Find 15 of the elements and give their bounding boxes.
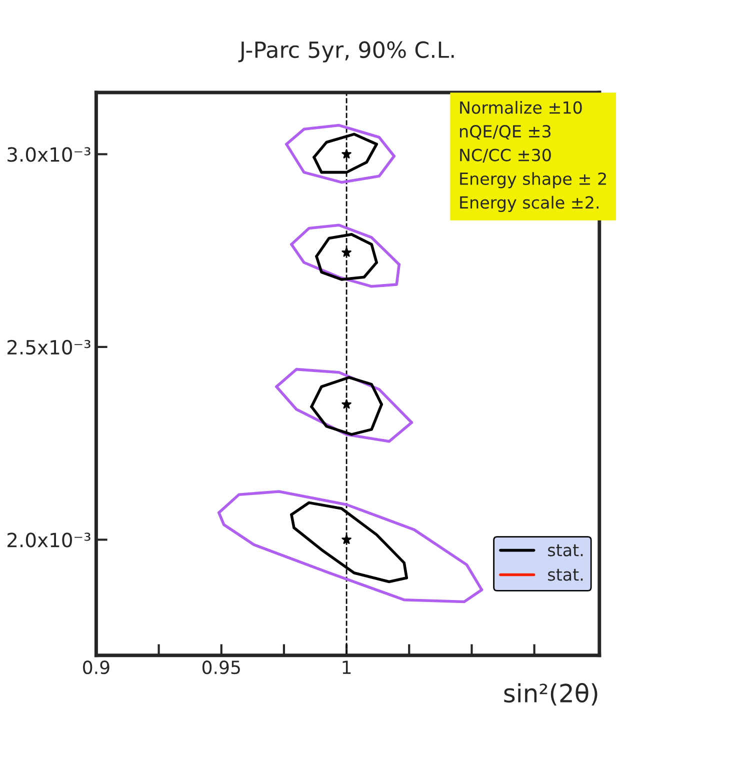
annotation: Energy scale ±2. xyxy=(460,196,598,212)
chart-title: J-Parc 5yr, 90% C.L. xyxy=(238,41,454,62)
annotation: NC/CC ±30 xyxy=(460,148,551,163)
x-tick-label: 0.95 xyxy=(202,660,240,674)
x-tick-label: 1 xyxy=(342,660,351,674)
y-tick-label: 2.5x10⁻³ xyxy=(8,340,90,355)
annotation: nQE/QE ±3 xyxy=(460,124,551,140)
y-tick-label: 2.0x10⁻³ xyxy=(8,532,90,548)
legend-label: stat. xyxy=(548,544,583,556)
x-tick-label: 0.9 xyxy=(83,660,110,674)
legend-label: stat. xyxy=(548,568,583,581)
annotation: Normalize ±10 xyxy=(460,100,582,114)
y-tick-label: 3.0x10⁻³ xyxy=(8,147,90,162)
x-axis-title: sin²(2θ) xyxy=(504,683,598,706)
annotation: Energy shape ± 2 xyxy=(460,172,606,188)
